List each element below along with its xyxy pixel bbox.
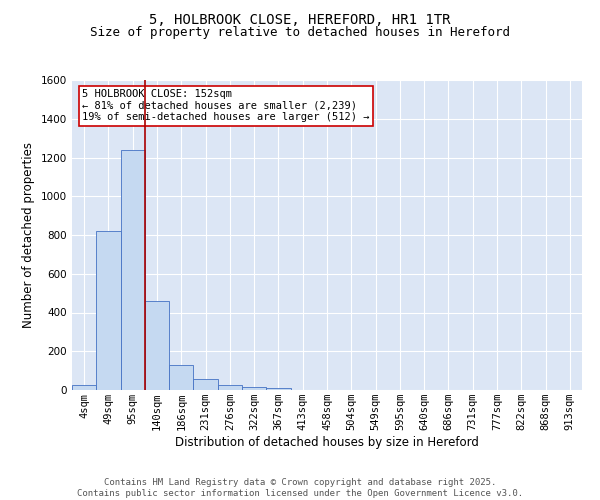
X-axis label: Distribution of detached houses by size in Hereford: Distribution of detached houses by size … xyxy=(175,436,479,449)
Bar xyxy=(193,379,218,390)
Text: Size of property relative to detached houses in Hereford: Size of property relative to detached ho… xyxy=(90,26,510,39)
Bar xyxy=(169,365,193,390)
Bar xyxy=(218,385,242,390)
Bar xyxy=(96,231,121,390)
Bar xyxy=(72,385,96,390)
Bar xyxy=(121,150,145,390)
Bar xyxy=(145,301,169,390)
Text: 5, HOLBROOK CLOSE, HEREFORD, HR1 1TR: 5, HOLBROOK CLOSE, HEREFORD, HR1 1TR xyxy=(149,12,451,26)
Bar xyxy=(266,388,290,390)
Text: 5 HOLBROOK CLOSE: 152sqm
← 81% of detached houses are smaller (2,239)
19% of sem: 5 HOLBROOK CLOSE: 152sqm ← 81% of detach… xyxy=(82,90,370,122)
Bar xyxy=(242,388,266,390)
Y-axis label: Number of detached properties: Number of detached properties xyxy=(22,142,35,328)
Text: Contains HM Land Registry data © Crown copyright and database right 2025.
Contai: Contains HM Land Registry data © Crown c… xyxy=(77,478,523,498)
